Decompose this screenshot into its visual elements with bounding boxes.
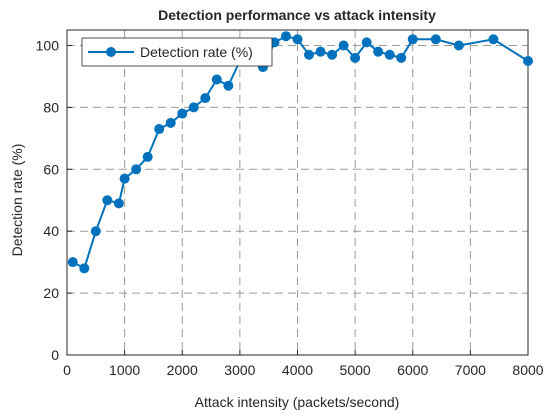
x-tick-label: 3000	[224, 362, 255, 378]
data-point	[523, 55, 533, 66]
data-point	[79, 263, 90, 274]
x-tick-label: 2000	[167, 362, 198, 378]
y-tick-label: 60	[43, 161, 59, 177]
data-point	[396, 52, 407, 63]
data-point	[211, 74, 222, 85]
data-point	[327, 49, 338, 60]
legend: Detection rate (%)	[81, 37, 273, 67]
y-tick-label: 80	[43, 99, 59, 115]
data-point	[304, 49, 315, 60]
data-point	[292, 34, 303, 45]
data-point	[453, 40, 464, 51]
data-point	[488, 34, 499, 45]
ticks: 0 1000 2000 3000 4000 5000 6000 7000 8000 0 20 40 60…	[36, 37, 544, 378]
legend-box	[81, 37, 273, 67]
data-point	[119, 173, 130, 184]
grid	[67, 30, 528, 355]
y-tick-label: 0	[51, 347, 59, 363]
data-point	[338, 40, 349, 51]
data-point	[361, 37, 372, 48]
data-point	[165, 117, 176, 128]
data-point	[384, 49, 395, 60]
data-point	[280, 31, 291, 42]
data-point	[154, 124, 165, 135]
data-point	[407, 34, 418, 45]
x-tick-label: 1000	[109, 362, 140, 378]
chart-title: Detection performance vs attack intensit…	[158, 7, 436, 23]
data-point	[142, 151, 153, 162]
y-axis-label: Detection rate (%)	[9, 144, 25, 257]
data-point	[113, 198, 124, 209]
data-point	[102, 195, 113, 206]
data-point	[177, 108, 188, 119]
data-point	[67, 257, 78, 268]
x-tick-label: 0	[63, 362, 71, 378]
data-point	[200, 93, 211, 104]
y-tick-label: 40	[43, 223, 59, 239]
y-tick-label: 20	[43, 285, 59, 301]
x-tick-label: 8000	[512, 362, 543, 378]
data-point	[373, 46, 384, 57]
data-point	[430, 34, 441, 45]
data-point	[131, 164, 142, 175]
x-tick-label: 6000	[397, 362, 428, 378]
x-axis-label: Attack intensity (packets/second)	[195, 394, 400, 410]
data-point	[223, 80, 234, 91]
x-tick-label: 4000	[282, 362, 313, 378]
data-point	[350, 52, 361, 63]
data-point	[188, 102, 199, 113]
data-point	[315, 46, 326, 57]
y-tick-label: 100	[36, 37, 60, 53]
legend-marker	[106, 47, 116, 57]
legend-label: Detection rate (%)	[140, 44, 253, 60]
x-tick-label: 5000	[340, 362, 371, 378]
x-tick-label: 7000	[455, 362, 486, 378]
data-point	[90, 226, 101, 237]
